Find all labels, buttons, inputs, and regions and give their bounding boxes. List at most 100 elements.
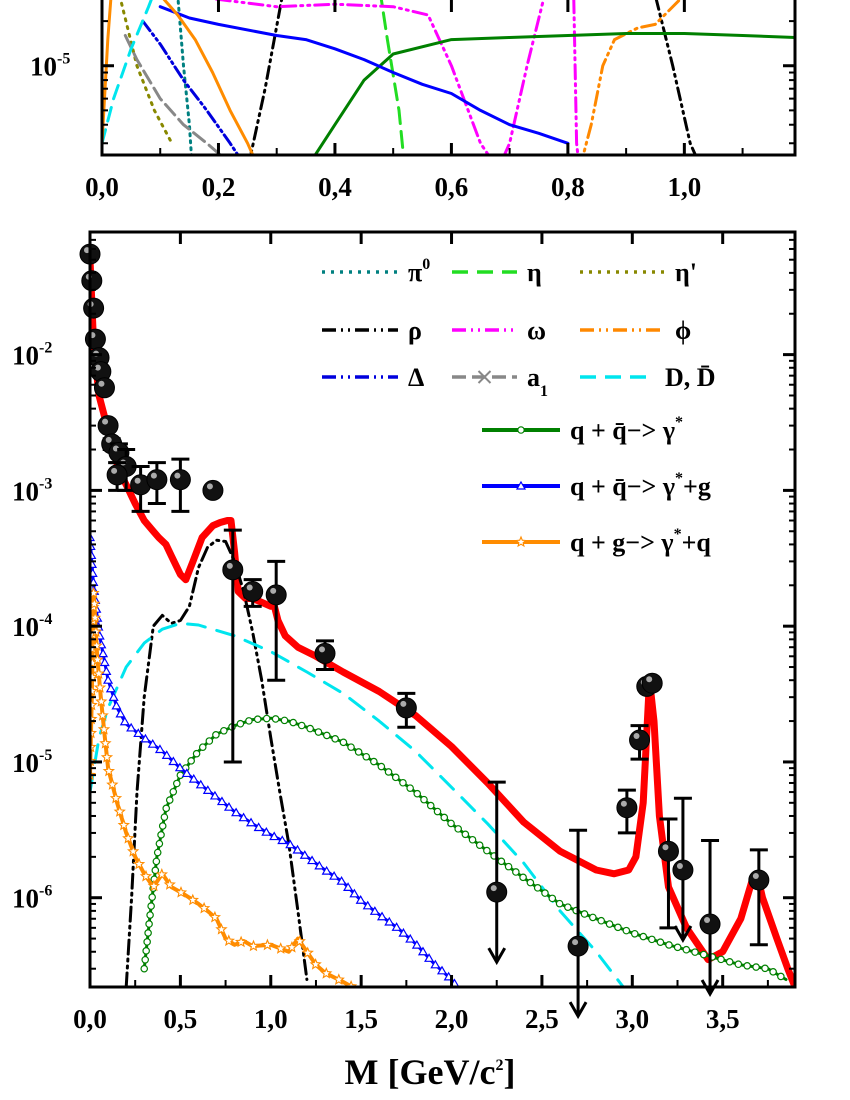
bottom-triangle-marker — [376, 911, 388, 921]
bottom-triangle-marker — [101, 666, 112, 675]
bottom-circle-marker — [504, 862, 513, 871]
top-x-tick-label: 0,0 — [85, 172, 119, 202]
data-point-highlight — [572, 939, 579, 946]
data-point-highlight — [490, 885, 497, 892]
bottom-star-marker — [122, 831, 135, 844]
top-ticks: 0,0 0,2 0,4 0,6 0,8 1,0 10-5 — [30, 0, 795, 202]
bottom-x-tick-label: 0,5 — [164, 1004, 198, 1034]
bottom-y-tick-label: 10-5 — [12, 747, 52, 778]
bottom-triangle-marker — [321, 865, 332, 875]
bottom-circle-marker — [589, 913, 597, 922]
bottom-triangle-marker — [277, 835, 288, 845]
data-point — [106, 464, 128, 486]
data-point — [83, 297, 105, 319]
bottom-triangle-marker — [329, 870, 340, 880]
top-x-tick-label: 0,6 — [435, 172, 469, 202]
top-series-line-9-q-q- — [313, 32, 795, 155]
bottom-x-tick-label: 3,0 — [615, 1004, 649, 1034]
bottom-triangle-marker — [188, 773, 199, 783]
bottom-star-marker — [91, 653, 104, 665]
bottom-circle-marker — [682, 945, 691, 954]
bottom-star-marker — [99, 736, 112, 749]
bottom-circle-marker — [289, 718, 298, 727]
data-point — [97, 415, 119, 437]
bottom-circle-marker — [148, 893, 156, 901]
bottom-triangle-marker — [115, 708, 126, 718]
data-point — [672, 859, 694, 881]
top-series-line-3-- — [249, 0, 698, 155]
bottom-triangle-marker — [99, 657, 110, 667]
bottom-y-tick-label: 10-3 — [12, 475, 52, 506]
bottom-circle-marker — [406, 784, 414, 792]
bottom-star-marker — [222, 934, 236, 947]
bottom-circle-marker — [146, 911, 154, 919]
bottom-circle-marker — [236, 719, 245, 728]
bottom-x-tick-label: 1,0 — [254, 1004, 288, 1034]
bottom-circle-marker — [205, 737, 214, 745]
bottom-circle-marker — [391, 773, 400, 782]
bottom-circle-marker — [306, 724, 314, 733]
data-point-highlight — [270, 587, 277, 594]
data-point — [616, 797, 638, 819]
bottom-triangle-marker — [343, 882, 354, 891]
data-point-highlight — [150, 472, 157, 479]
bottom-circle-marker — [597, 916, 605, 925]
bottom-star-marker — [126, 845, 140, 857]
top-plot-frame — [100, 0, 797, 157]
data-point-highlight — [620, 800, 627, 807]
bottom-circle-marker — [717, 955, 725, 964]
data-point-highlight — [174, 472, 181, 479]
bottom-star-marker — [261, 938, 274, 951]
bottom-star-marker — [113, 805, 126, 817]
bottom-star-marker — [93, 681, 107, 693]
bottom-circle-marker — [212, 731, 220, 739]
legend-label: D, D̄ — [665, 363, 716, 392]
bottom-star-marker — [274, 942, 287, 954]
bottom-series-line-5-q-g-q — [90, 589, 355, 987]
bottom-triangle-marker — [105, 683, 116, 693]
bottom-series-line-2-d-d- — [90, 621, 625, 987]
bottom-triangle-marker — [161, 750, 172, 759]
bottom-y-tick-label: 10-6 — [12, 883, 52, 914]
data-point — [314, 642, 336, 664]
bottom-circle-marker — [461, 830, 470, 839]
bottom-circle-marker — [526, 878, 535, 887]
bottom-triangle-marker — [238, 812, 249, 822]
upper-limit-arrow — [673, 925, 693, 944]
bottom-circle-marker — [440, 813, 449, 822]
bottom-circle-marker — [447, 819, 455, 828]
bottom-circle-marker — [691, 948, 699, 956]
bottom-star-marker — [90, 639, 103, 652]
bottom-triangle-marker — [133, 728, 144, 738]
bottom-y-tick-label: 10-4 — [12, 611, 52, 642]
top-x-tick-label: 1,0 — [667, 172, 701, 202]
legend-marker — [515, 480, 527, 490]
bottom-star-marker — [320, 966, 333, 979]
data-point-highlight — [102, 418, 109, 425]
bottom-circle-marker — [162, 804, 171, 813]
data-point-highlight — [676, 863, 683, 870]
bottom-star-marker — [92, 667, 105, 680]
bottom-circle-marker — [725, 957, 734, 966]
bottom-star-marker — [208, 910, 222, 923]
bottom-triangle-marker — [209, 790, 220, 800]
bottom-triangle-marker — [253, 822, 264, 832]
bottom-series-layer — [90, 256, 795, 987]
bottom-series-line-0-total — [90, 256, 795, 987]
upper-limit-arrow — [700, 979, 720, 998]
bottom-circle-marker — [564, 903, 572, 911]
bottom-star-marker — [285, 940, 299, 953]
bottom-x-tick-label: 0,0 — [73, 1004, 107, 1034]
bottom-circle-marker — [519, 873, 527, 882]
legend-label: q + q̄−> γ*+g — [570, 470, 711, 501]
bottom-triangle-marker — [362, 900, 373, 910]
bottom-star-marker — [198, 901, 211, 914]
bottom-star-marker — [155, 867, 169, 880]
bottom-triangle-marker — [307, 855, 318, 865]
data-point-highlight — [662, 844, 669, 851]
bottom-circle-marker — [433, 807, 442, 816]
bottom-star-marker — [96, 708, 109, 721]
bottom-triangle-marker — [140, 733, 151, 743]
data-point-highlight — [704, 917, 711, 924]
legend-label: ω — [527, 316, 546, 345]
